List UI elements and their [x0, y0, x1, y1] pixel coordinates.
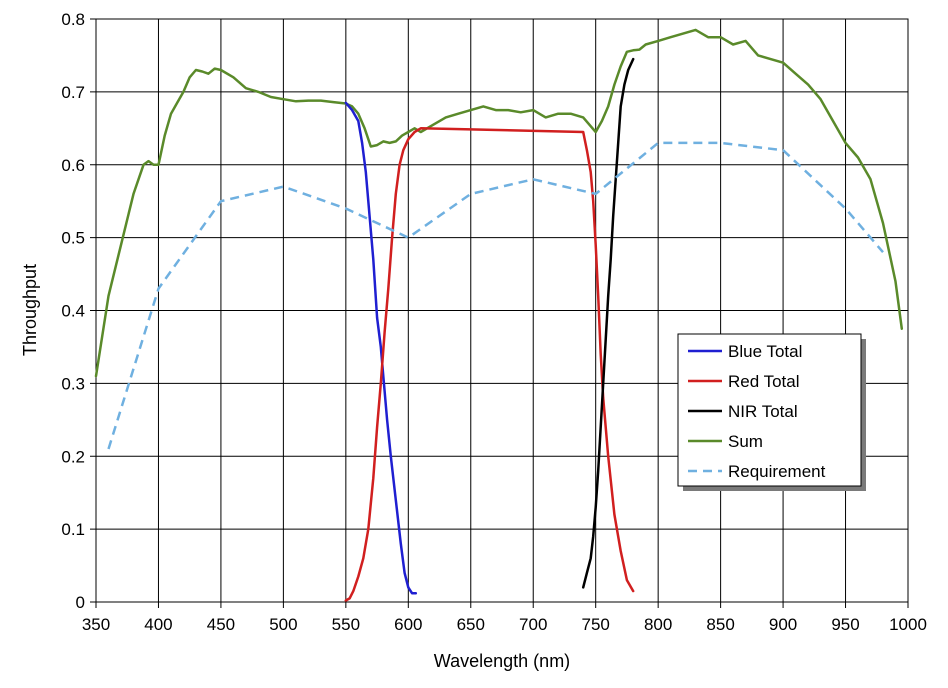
- x-tick-label: 350: [82, 615, 110, 634]
- series-line-requirement: [107, 141, 884, 450]
- y-tick-label: 0.1: [61, 520, 85, 539]
- x-tick-label: 950: [831, 615, 859, 634]
- legend-label-nir-total: NIR Total: [728, 402, 798, 421]
- y-tick-label: 0.5: [61, 229, 85, 248]
- legend-items: Blue Total Red Total NIR Total Sum Requireme…: [688, 342, 826, 481]
- y-tick-label: 0.2: [61, 447, 85, 466]
- y-tick-label: 0.3: [61, 374, 85, 393]
- x-axis-title: Wavelength (nm): [434, 651, 570, 671]
- x-tick-label: 1000: [889, 615, 927, 634]
- series-line-sum: [94, 28, 904, 378]
- series-lines: [94, 28, 904, 602]
- x-tick-label: 800: [644, 615, 672, 634]
- series-line-nir-total: [581, 57, 635, 589]
- gridlines: [95, 18, 909, 603]
- x-tick-label: 700: [519, 615, 547, 634]
- x-tick-label: 750: [582, 615, 610, 634]
- x-tick-label: 900: [769, 615, 797, 634]
- x-axis-ticks: 350 400 450 500 550 600 650 700 750 800 850 900 950 1…: [82, 602, 927, 634]
- legend-label-red-total: Red Total: [728, 372, 800, 391]
- y-tick-label: 0.8: [61, 10, 85, 29]
- legend-label-blue-total: Blue Total: [728, 342, 802, 361]
- legend-label-sum: Sum: [728, 432, 763, 451]
- y-tick-label: 0: [76, 593, 85, 612]
- y-axis-ticks: 0 0.1 0.2 0.3 0.4 0.5 0.6 0.7 0.8: [61, 10, 96, 612]
- x-tick-label: 400: [144, 615, 172, 634]
- legend-label-requirement: Requirement: [728, 462, 826, 481]
- x-tick-label: 450: [207, 615, 235, 634]
- series-line-blue-total: [344, 101, 418, 595]
- y-tick-label: 0.4: [61, 302, 85, 321]
- x-tick-label: 500: [269, 615, 297, 634]
- x-tick-label: 550: [332, 615, 360, 634]
- y-tick-label: 0.7: [61, 83, 85, 102]
- x-tick-label: 600: [394, 615, 422, 634]
- y-tick-label: 0.6: [61, 156, 85, 175]
- legend: Blue Total Red Total NIR Total Sum Requireme…: [677, 333, 866, 491]
- x-tick-label: 650: [457, 615, 485, 634]
- x-tick-label: 850: [706, 615, 734, 634]
- y-axis-title: Throughput: [20, 264, 40, 356]
